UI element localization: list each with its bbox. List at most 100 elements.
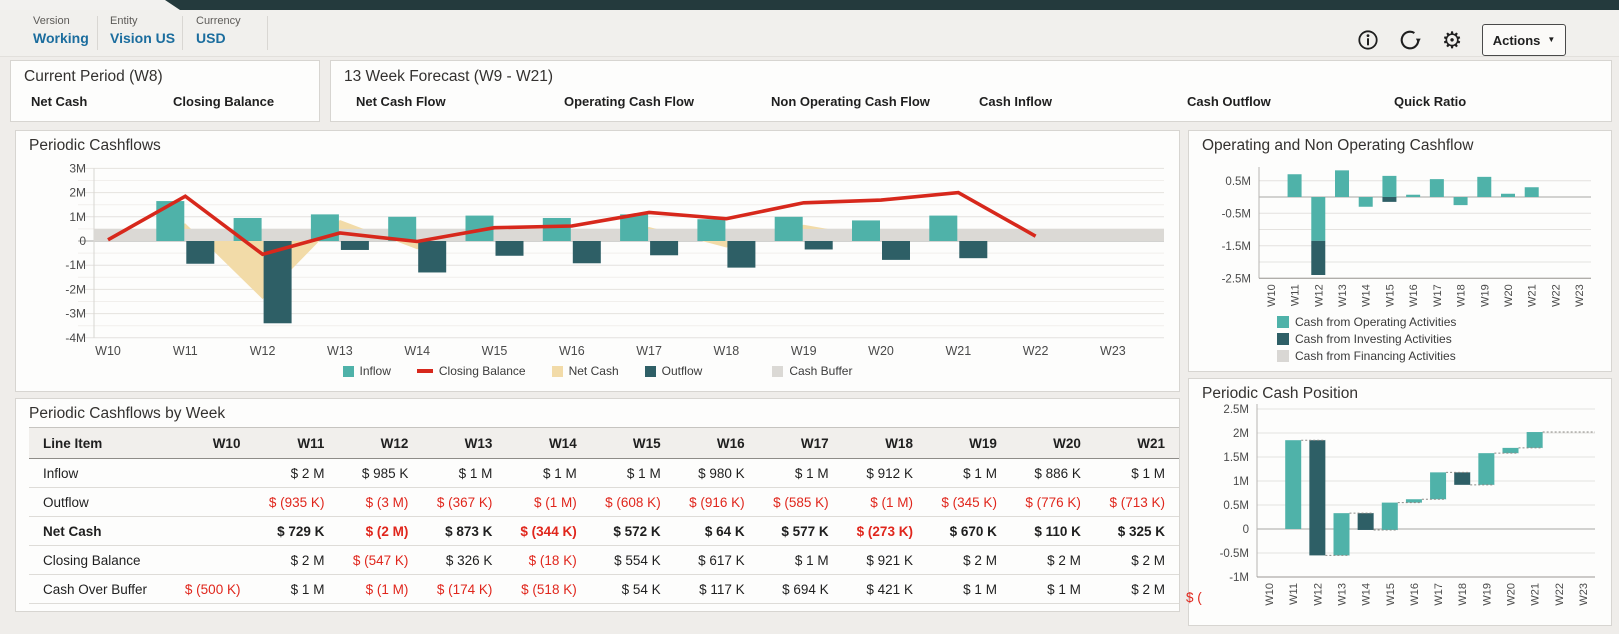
table-row-label: Inflow: [29, 458, 171, 488]
table-cell: $ 873 K: [422, 516, 507, 546]
table-cell: [170, 545, 255, 575]
svg-text:0.5M: 0.5M: [1225, 176, 1251, 188]
svg-text:W11: W11: [173, 344, 198, 358]
metric-cash-outflow: Cash Outflow: [1187, 94, 1271, 109]
op-nonop-cashflow-chart: 0.5M -0.5M -1.5M -2.5M W10 W11 W12 W13 W14 W15 W16…: [1222, 167, 1591, 307]
periodic-cashflows-legend: Inflow Closing Balance Net Cash Outflow Cash…: [16, 364, 1179, 378]
metric-quick-ratio: Quick Ratio: [1394, 94, 1467, 109]
pov-version[interactable]: Version Working: [33, 15, 89, 46]
svg-text:W18: W18: [1457, 583, 1469, 606]
svg-text:2.5M: 2.5M: [1223, 404, 1249, 416]
info-icon[interactable]: [1354, 26, 1382, 54]
pov-entity[interactable]: Entity Vision US: [110, 15, 175, 46]
table-cell: $ (1 M): [842, 487, 927, 517]
pov-separator: [97, 16, 98, 50]
table-column-header: W10: [170, 427, 255, 459]
svg-text:W22: W22: [1554, 583, 1566, 606]
metric-cash-inflow: Cash Inflow: [979, 94, 1052, 109]
pov-separator: [267, 16, 268, 50]
svg-text:W19: W19: [1479, 284, 1491, 307]
table-cell: $ 1 M: [758, 458, 843, 488]
actions-button[interactable]: Actions ▼: [1482, 24, 1566, 56]
pov-currency-value[interactable]: USD: [196, 30, 226, 46]
table-overflow-value: $ (: [1186, 590, 1202, 605]
legend-swatch: [342, 365, 354, 377]
svg-text:-4M: -4M: [65, 331, 86, 345]
table-cell: $ 912 K: [842, 458, 927, 488]
table-cell: $ 1 M: [1010, 574, 1095, 604]
pov-version-value[interactable]: Working: [33, 30, 89, 46]
svg-text:2M: 2M: [69, 186, 86, 200]
svg-text:-0.5M: -0.5M: [1222, 208, 1251, 220]
svg-text:W15: W15: [1384, 284, 1396, 307]
current-period-panel: Current Period (W8) Net Cash Closing Bal…: [10, 60, 320, 122]
svg-text:W12: W12: [1313, 284, 1325, 307]
cashflows-by-week-title: Periodic Cashflows by Week: [29, 405, 226, 422]
svg-text:W11: W11: [1288, 583, 1300, 605]
legend-label: Cash from Investing Activities: [1295, 332, 1452, 346]
table-cell: $ 54 K: [590, 574, 675, 604]
table-cell: $ (776 K): [1010, 487, 1095, 517]
legend-label: Inflow: [359, 364, 391, 378]
svg-text:W14: W14: [404, 344, 430, 358]
table-column-header: W14: [506, 427, 591, 459]
table-cell: [170, 516, 255, 546]
pov-entity-value[interactable]: Vision US: [110, 30, 176, 46]
periodic-cashflows-panel: Periodic Cashflows 3M 2M 1M 0 -1M -2M -3M -4M W1…: [15, 130, 1180, 392]
table-cell: $ (713 K): [1094, 487, 1179, 517]
op-nonop-cashflow-title: Operating and Non Operating Cashflow: [1202, 137, 1474, 154]
svg-text:0: 0: [1243, 524, 1249, 536]
svg-text:1.5M: 1.5M: [1223, 452, 1249, 464]
table-row: Net Cash $ 729 K $ (2 M) $ 873 K $ (344 K) $ …: [29, 516, 1179, 546]
svg-text:-1.5M: -1.5M: [1222, 241, 1251, 253]
table-column-header: W18: [842, 427, 927, 459]
table-cell: $ 325 K: [1094, 516, 1179, 546]
svg-text:-3M: -3M: [65, 307, 86, 321]
svg-text:W14: W14: [1361, 284, 1373, 307]
legend-item: Inflow: [342, 364, 391, 378]
table-cell: $ 729 K: [254, 516, 339, 546]
legend-item: Net Cash: [551, 364, 619, 378]
table-cell: [170, 487, 255, 517]
legend-label: Closing Balance: [438, 364, 526, 378]
svg-text:-1M: -1M: [1229, 572, 1249, 584]
svg-text:1M: 1M: [1233, 476, 1249, 488]
svg-text:-2.5M: -2.5M: [1222, 273, 1251, 285]
table-column-header: W11: [254, 427, 339, 459]
table-cell: $ (1 M): [506, 487, 591, 517]
table-cell: $ 980 K: [674, 458, 759, 488]
table-cell: $ 921 K: [842, 545, 927, 575]
table-cell: $ 1 M: [926, 574, 1011, 604]
gear-icon[interactable]: ⚙: [1441, 26, 1463, 53]
op-nonop-cashflow-panel: Operating and Non Operating Cashflow 0.5…: [1188, 130, 1612, 372]
legend-label: Cash from Operating Activities: [1295, 315, 1457, 329]
refresh-icon[interactable]: [1396, 26, 1424, 54]
table-column-header: W16: [674, 427, 759, 459]
svg-text:W11: W11: [1290, 284, 1302, 306]
table-cell: $ (3 M): [338, 487, 423, 517]
top-strip: [0, 0, 1619, 10]
table-column-header: W12: [338, 427, 423, 459]
active-tab-shape: [0, 0, 180, 10]
forecast-panel: 13 Week Forecast (W9 - W21) Net Cash Flo…: [330, 60, 1612, 122]
svg-text:W10: W10: [95, 344, 121, 358]
table-cell: $ (367 K): [422, 487, 507, 517]
pov-currency[interactable]: Currency USD: [196, 15, 241, 46]
table-cell: $ 2 M: [926, 545, 1011, 575]
legend-swatch: [1277, 350, 1289, 362]
legend-swatch: [416, 369, 433, 373]
table-cell: $ 1 M: [926, 458, 1011, 488]
svg-text:1M: 1M: [69, 210, 86, 224]
svg-text:W15: W15: [1385, 583, 1397, 606]
legend-label: Outflow: [661, 364, 703, 378]
svg-text:W18: W18: [1456, 284, 1468, 307]
table-cell: $ 572 K: [590, 516, 675, 546]
svg-text:W21: W21: [1530, 583, 1542, 606]
table-cell: $ 1 M: [1094, 458, 1179, 488]
pov-entity-label: Entity: [110, 15, 138, 27]
table-cell: $ 117 K: [674, 574, 759, 604]
chevron-down-icon: ▼: [1547, 35, 1556, 44]
table-cell: $ (344 K): [506, 516, 591, 546]
svg-text:W20: W20: [1506, 583, 1518, 606]
table-cell: $ (1 M): [338, 574, 423, 604]
